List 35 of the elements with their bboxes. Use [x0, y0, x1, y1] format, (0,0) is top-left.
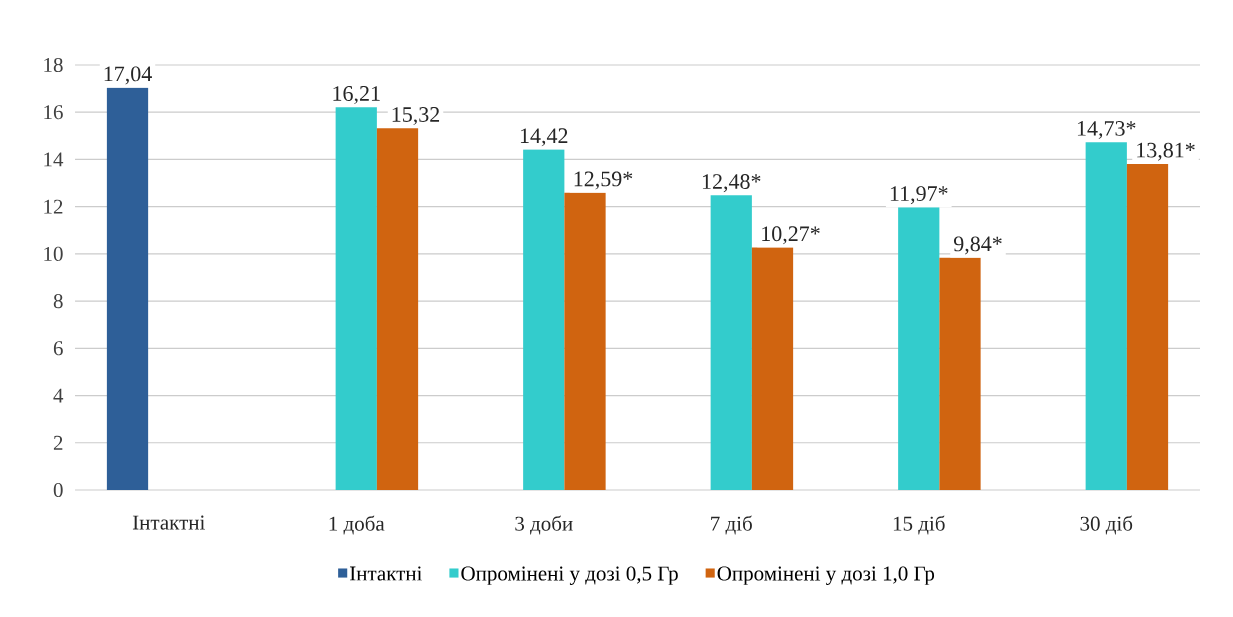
x-tick-label: 1 доба [329, 515, 385, 535]
bar [564, 192, 606, 490]
data-label: 14,73* [1077, 121, 1136, 139]
x-tick-label: 3 доби [515, 515, 573, 535]
y-tick-label: 14 [44, 152, 64, 167]
bar [376, 128, 419, 490]
data-label: 10,27* [762, 226, 820, 245]
y-tick-label: 10 [44, 246, 63, 261]
data-label: 12,59* [574, 171, 633, 190]
legend-label: Опромінені у дозі 1,0 Гр [717, 566, 935, 585]
y-tick-label: 2 [53, 435, 63, 450]
data-label: 11,97* [890, 186, 948, 205]
x-tick-label: 7 діб [711, 515, 752, 535]
y-tick-label: 6 [53, 341, 63, 356]
legend-label: Опромінені у дозі 0,5 Гр [461, 566, 678, 585]
y-tick-label: 12 [44, 199, 63, 214]
data-label: 14,42 [520, 128, 568, 147]
y-tick-label: 0 [53, 482, 63, 498]
data-label: 9,84* [953, 236, 1002, 255]
data-label: 13,81* [1137, 142, 1195, 161]
bar [751, 247, 794, 490]
x-tick-label: 15 діб [893, 515, 945, 535]
bar [1126, 163, 1169, 490]
legend-label: Інтактні [349, 566, 423, 581]
y-tick-label: 16 [44, 105, 63, 120]
data-label: 12,48* [702, 174, 761, 193]
x-tick-label: 30 діб [1080, 515, 1133, 535]
x-tick-label: Інтактні [132, 515, 205, 530]
y-tick-label: 8 [53, 294, 63, 309]
data-label: 15,32 [392, 107, 440, 126]
data-label: 17,04 [104, 66, 152, 85]
y-tick-label: 4 [53, 388, 64, 403]
y-tick-label: 18 [44, 57, 63, 73]
bar [523, 149, 565, 490]
data-label: 16,21 [333, 86, 380, 105]
